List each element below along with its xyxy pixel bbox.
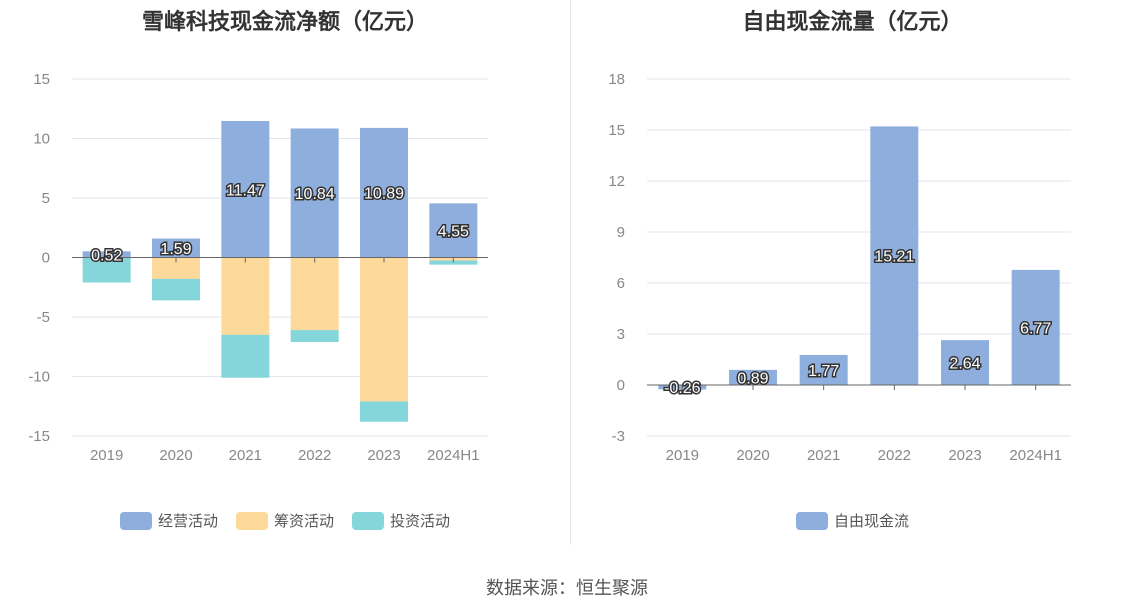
bar-筹资活动 (360, 257, 408, 402)
data-label: 0.89 (737, 370, 768, 387)
legend-item[interactable]: 投资活动 (352, 510, 450, 531)
data-source: 数据来源：恒生聚源 (486, 578, 648, 598)
x-tick-label: 2022 (298, 447, 331, 464)
bar-经营活动 (82, 251, 131, 258)
y-tick-label: 18 (608, 71, 625, 88)
free-cash-flow-chart-title: 自由现金流量（亿元） (742, 9, 963, 34)
x-tick-label: 2020 (159, 447, 192, 464)
x-tick-label: 2024H1 (427, 447, 480, 464)
legend-swatch (119, 511, 152, 530)
y-tick-label: 0 (617, 377, 625, 394)
bar-自由现金流 (799, 354, 848, 385)
y-tick-label: -10 (28, 369, 50, 386)
x-tick-label: 2021 (807, 447, 840, 464)
bar-自由现金流 (941, 340, 989, 385)
x-tick-label: 2024H1 (1009, 447, 1062, 464)
bar-自由现金流 (870, 126, 919, 386)
legend-label: 经营活动 (157, 513, 218, 530)
free-cash-flow-chart-panel: 自由现金流量（亿元） 18 15 12 9 6 3 0 -3 2019 2020 2021 2022 2… (571, 0, 1134, 545)
data-label: 10.84 (295, 186, 335, 203)
y-tick-label: 12 (608, 173, 625, 190)
y-tick-label: 0 (42, 250, 50, 267)
bar-投资活动 (290, 330, 339, 342)
data-label: 4.55 (438, 223, 469, 240)
free-cash-flow-chart: 18 15 12 9 6 3 0 -3 2019 2020 2021 2022 2023 2024H1 -0… (608, 71, 1071, 464)
y-tick-label: 6 (617, 275, 625, 292)
data-label: 11.47 (226, 182, 265, 199)
bar-筹资活动 (290, 257, 339, 331)
bar-经营活动 (152, 238, 200, 258)
bar-自由现金流 (1011, 269, 1060, 385)
bar-投资活动 (152, 278, 200, 301)
data-label: 0.52 (91, 247, 122, 264)
x-tick-label: 2023 (367, 447, 400, 464)
y-tick-label: 5 (42, 190, 50, 207)
free-cash-flow-legend: 自由现金流 (571, 510, 1134, 531)
panel-divider (570, 0, 571, 545)
y-tick-label: -3 (612, 428, 625, 445)
y-tick-label: 15 (33, 71, 50, 88)
x-tick-label: 2022 (878, 447, 911, 464)
x-tick-label: 2019 (666, 447, 699, 464)
data-label: 6.77 (1020, 320, 1051, 337)
bar-筹资活动 (152, 257, 200, 279)
bar-筹资活动 (221, 257, 270, 335)
y-tick-label: -5 (37, 309, 50, 326)
cash-flow-chart-title: 雪峰科技现金流净额（亿元） (141, 9, 428, 34)
legend-swatch (352, 511, 384, 530)
data-label: 10.89 (364, 186, 404, 203)
y-tick-label: 9 (617, 224, 625, 241)
bar-经营活动 (360, 127, 408, 258)
cash-flow-chart-panel: 雪峰科技现金流净额（亿元） 15 10 5 0 -5 -10 -15 2019 2020 2021… (0, 0, 570, 545)
y-tick-label: 15 (608, 122, 625, 139)
data-label: 1.77 (808, 363, 839, 380)
bar-投资活动 (429, 260, 478, 265)
bar-投资活动 (360, 401, 408, 422)
x-tick-label: 2019 (90, 447, 123, 464)
cash-flow-chart: 15 10 5 0 -5 -10 -15 2019 2020 2021 2022 2023 2024H1… (28, 71, 488, 464)
x-tick-label: 2023 (948, 447, 981, 464)
legend-swatch (235, 511, 268, 530)
x-tick-label: 2021 (229, 447, 262, 464)
data-label: 2.64 (949, 356, 980, 373)
bar-经营活动 (290, 128, 339, 258)
y-tick-label: -15 (28, 428, 50, 445)
data-label: 1.59 (160, 241, 191, 258)
legend-label: 筹资活动 (273, 513, 334, 530)
y-tick-label: 3 (617, 326, 625, 343)
bar-自由现金流 (729, 369, 777, 385)
data-label: -0.26 (664, 380, 701, 397)
legend-swatch (795, 511, 828, 530)
legend-label: 投资活动 (390, 513, 451, 530)
bar-投资活动 (221, 334, 270, 378)
legend-item[interactable]: 筹资活动 (235, 510, 334, 531)
legend-item[interactable]: 自由现金流 (795, 510, 909, 531)
legend-label: 自由现金流 (833, 513, 909, 530)
bar-经营活动 (221, 121, 270, 258)
y-tick-label: 10 (33, 131, 50, 148)
data-label: 15.21 (874, 249, 914, 266)
legend-item[interactable]: 经营活动 (119, 510, 218, 531)
cash-flow-legend: 经营活动 筹资活动 投资活动 (0, 510, 570, 531)
bar-经营活动 (429, 203, 478, 258)
x-tick-label: 2020 (736, 447, 769, 464)
